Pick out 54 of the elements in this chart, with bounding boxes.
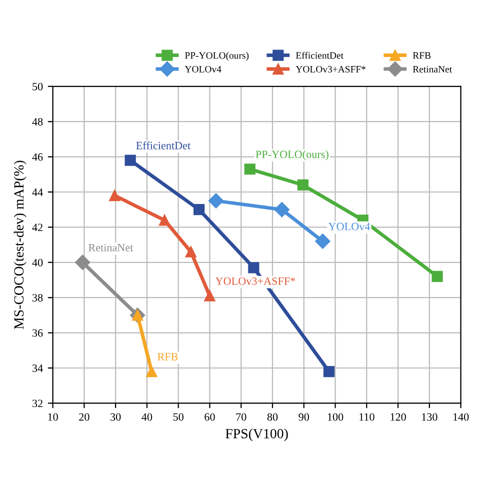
x-tick-label: 100 (328, 413, 344, 421)
legend-label: RetinaNet (412, 66, 452, 73)
x-tick-label: 140 (453, 413, 469, 421)
legend-label: YOLOv4 (184, 66, 222, 73)
point (109, 190, 120, 202)
x-tick-label: 110 (360, 413, 374, 421)
x-tick-label: 20 (79, 413, 90, 421)
point (432, 270, 443, 282)
annotation: RFB (158, 353, 178, 360)
x-tick-label: 30 (110, 413, 121, 421)
annotation: YOLOv4 (328, 222, 370, 230)
point (244, 164, 256, 175)
point (185, 246, 196, 258)
x-tick-label: 50 (173, 413, 184, 421)
x-tick-label: 80 (267, 413, 278, 421)
annotation: PP-YOLO(ours) (256, 150, 328, 160)
x-tick-label: 120 (390, 413, 406, 421)
point (208, 193, 224, 208)
x-tick-label: 130 (422, 413, 438, 421)
point (124, 154, 136, 166)
y-tick-label: 44 (32, 188, 43, 196)
point (146, 366, 158, 378)
legend-label: YOLOv3+ASFF* (296, 66, 366, 73)
point (274, 202, 290, 218)
point (297, 179, 308, 191)
y-tick-label: 40 (32, 258, 43, 266)
y-tick-label: 46 (32, 153, 43, 161)
y-tick-label: 50 (32, 82, 43, 90)
x-tick-label: 90 (298, 413, 310, 421)
y-tick-label: 48 (32, 118, 43, 126)
point (315, 234, 330, 249)
x-tick-label: 70 (236, 413, 246, 421)
legend-label: RFB (412, 52, 431, 59)
annotation: RetinaNet (88, 244, 134, 252)
y-tick-label: 36 (32, 329, 43, 337)
point (75, 254, 90, 270)
x-tick-label: 10 (48, 413, 58, 421)
x-axis-title: FPS(V100) (226, 428, 288, 442)
x-tick-label: 60 (204, 413, 215, 421)
y-axis-title: MS-COCO(test-dev) mAP(%) (14, 160, 26, 330)
y-tick-label: 42 (32, 224, 42, 232)
point (204, 290, 216, 302)
y-tick-label: 34 (32, 364, 43, 372)
annotation: EfficientDet (136, 141, 191, 150)
legend-label: PP-YOLO(ours) (185, 52, 249, 61)
legend-label: EfficientDet (296, 52, 344, 59)
point (193, 204, 205, 216)
point (158, 214, 170, 226)
y-tick-label: 38 (32, 294, 43, 302)
point (323, 366, 335, 378)
x-tick-label: 40 (142, 413, 152, 421)
point (248, 262, 260, 274)
annotation: YOLOv3+ASFF* (215, 277, 296, 285)
y-tick-label: 32 (32, 400, 42, 408)
